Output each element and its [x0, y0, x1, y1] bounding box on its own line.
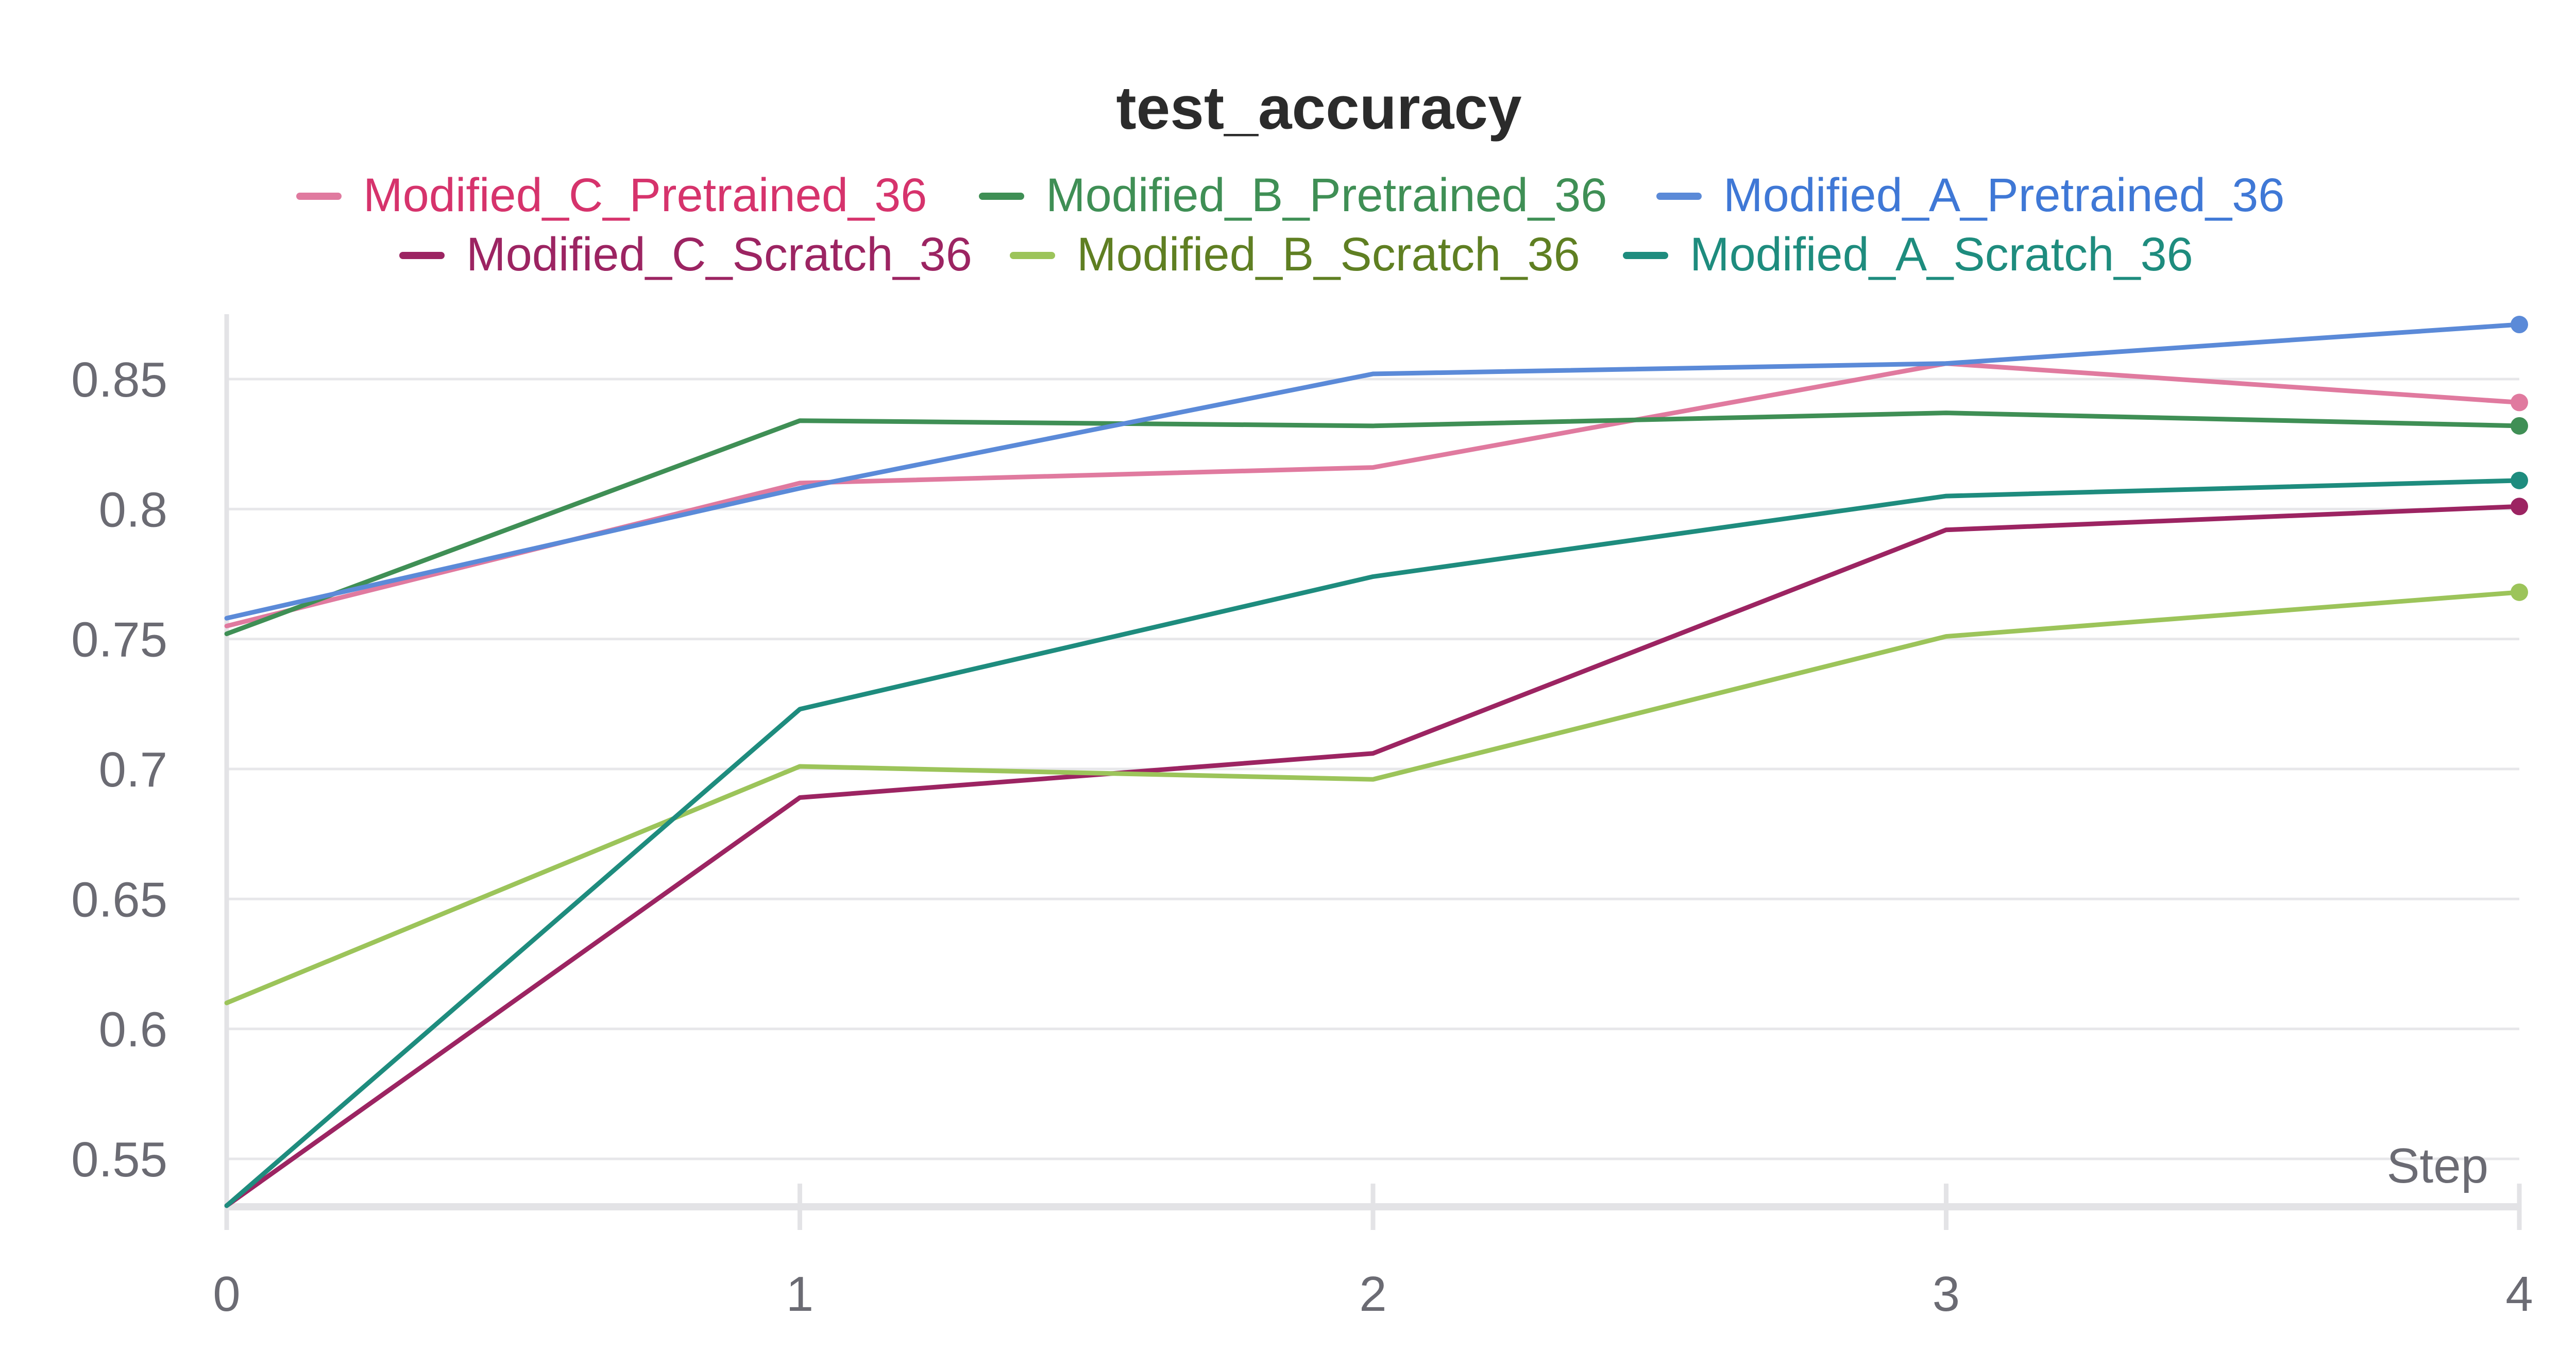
- y-tick-label: 0.65: [71, 872, 167, 927]
- legend-label: Modified_A_Pretrained_36: [1723, 169, 2284, 221]
- series-endpoint-Modified_B_Pretrained_36: [2511, 417, 2528, 435]
- y-tick-label: 0.8: [99, 482, 167, 537]
- legend-swatch: [296, 193, 342, 200]
- chart-title: test_accuracy: [1116, 74, 1521, 142]
- x-tick-label: 3: [1933, 1267, 1960, 1322]
- series-line-Modified_C_Pretrained_36[interactable]: [224, 361, 2522, 628]
- legend-swatch: [1623, 252, 1668, 259]
- legend-item-Modified_A_Scratch_36[interactable]: Modified_A_Scratch_36: [1623, 228, 2193, 281]
- legend-swatch: [1656, 193, 1702, 200]
- legend-label: Modified_C_Pretrained_36: [363, 169, 927, 221]
- axes: 0.55 0.6 0.65 0.7 0.75 0.8 0.85 0 1 2 3 4: [71, 314, 2533, 1322]
- x-tick-label: 0: [213, 1267, 240, 1322]
- legend-swatch: [399, 252, 445, 259]
- y-tick-label: 0.6: [99, 1002, 167, 1057]
- legend-item-Modified_B_Pretrained_36[interactable]: Modified_B_Pretrained_36: [979, 169, 1607, 221]
- series-endpoint-Modified_C_Pretrained_36: [2511, 394, 2528, 412]
- legend-swatch: [1010, 252, 1055, 259]
- series-endpoint-Modified_B_Scratch_36: [2511, 583, 2528, 601]
- series-line-Modified_A_Scratch_36[interactable]: [224, 478, 2522, 1208]
- legend-swatch: [979, 193, 1024, 200]
- legend-label: Modified_A_Scratch_36: [1690, 228, 2193, 281]
- grid: [227, 378, 2519, 1160]
- series-endpoint-Modified_A_Scratch_36: [2511, 471, 2528, 489]
- legend[interactable]: Modified_C_Pretrained_36 Modified_B_Pretr…: [296, 169, 2284, 281]
- y-tick-label: 0.7: [99, 742, 167, 797]
- legend-item-Modified_C_Scratch_36[interactable]: Modified_C_Scratch_36: [399, 228, 972, 281]
- series-line-Modified_B_Scratch_36[interactable]: [224, 590, 2522, 1005]
- y-tick-label: 0.55: [71, 1132, 167, 1187]
- y-tick-label: 0.75: [71, 612, 167, 668]
- series-group: [224, 316, 2528, 1208]
- x-tick-label: 1: [786, 1267, 814, 1322]
- x-axis-label: Step: [2387, 1138, 2488, 1193]
- legend-label: Modified_B_Pretrained_36: [1046, 169, 1607, 221]
- series-endpoint-Modified_A_Pretrained_36: [2511, 316, 2528, 334]
- y-tick-label: 0.85: [71, 352, 167, 407]
- series-line-Modified_A_Pretrained_36[interactable]: [224, 322, 2522, 621]
- legend-item-Modified_B_Scratch_36[interactable]: Modified_B_Scratch_36: [1010, 228, 1580, 281]
- legend-label: Modified_C_Scratch_36: [466, 228, 972, 281]
- x-tick-label: 4: [2505, 1267, 2533, 1322]
- series-endpoint-Modified_C_Scratch_36: [2511, 498, 2528, 516]
- legend-item-Modified_A_Pretrained_36[interactable]: Modified_A_Pretrained_36: [1656, 169, 2284, 221]
- legend-label: Modified_B_Scratch_36: [1077, 228, 1580, 281]
- series-line-Modified_B_Pretrained_36[interactable]: [224, 411, 2522, 637]
- legend-item-Modified_C_Pretrained_36[interactable]: Modified_C_Pretrained_36: [296, 169, 927, 221]
- series-line-Modified_C_Scratch_36[interactable]: [224, 504, 2522, 1208]
- x-tick-label: 2: [1359, 1267, 1386, 1322]
